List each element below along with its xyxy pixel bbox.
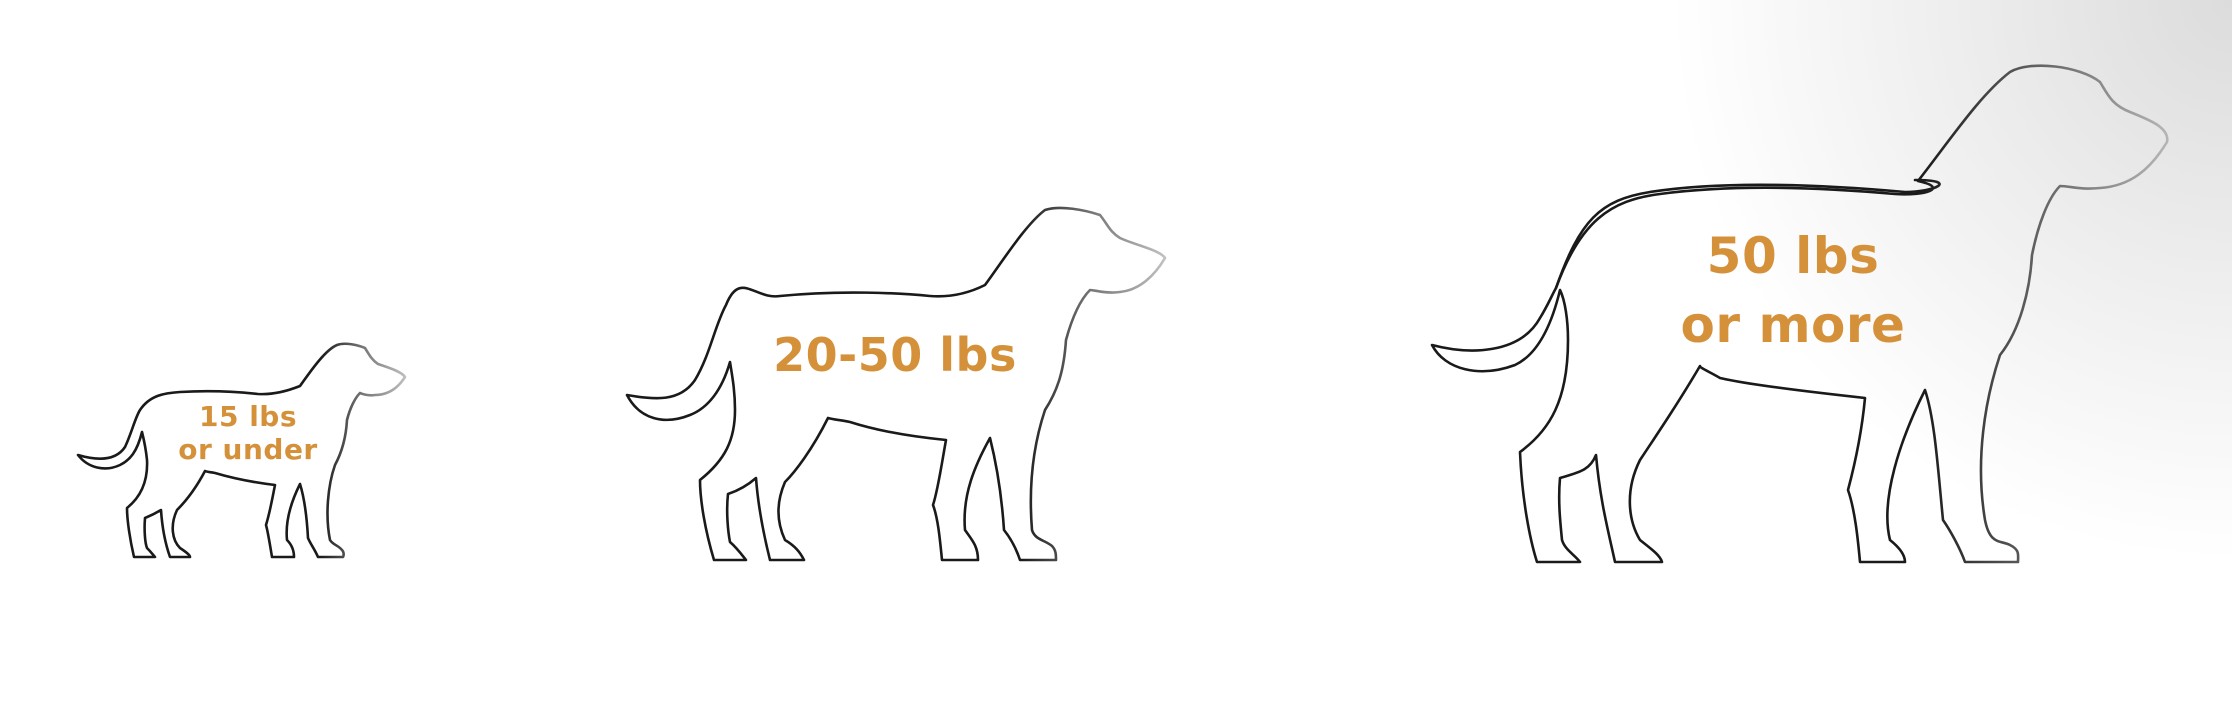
size-label-small: 15 lbs or under [178, 400, 318, 467]
size-label-medium: 20-50 lbs [773, 328, 1017, 382]
size-label-large: 50 lbs or more [1680, 227, 1906, 354]
